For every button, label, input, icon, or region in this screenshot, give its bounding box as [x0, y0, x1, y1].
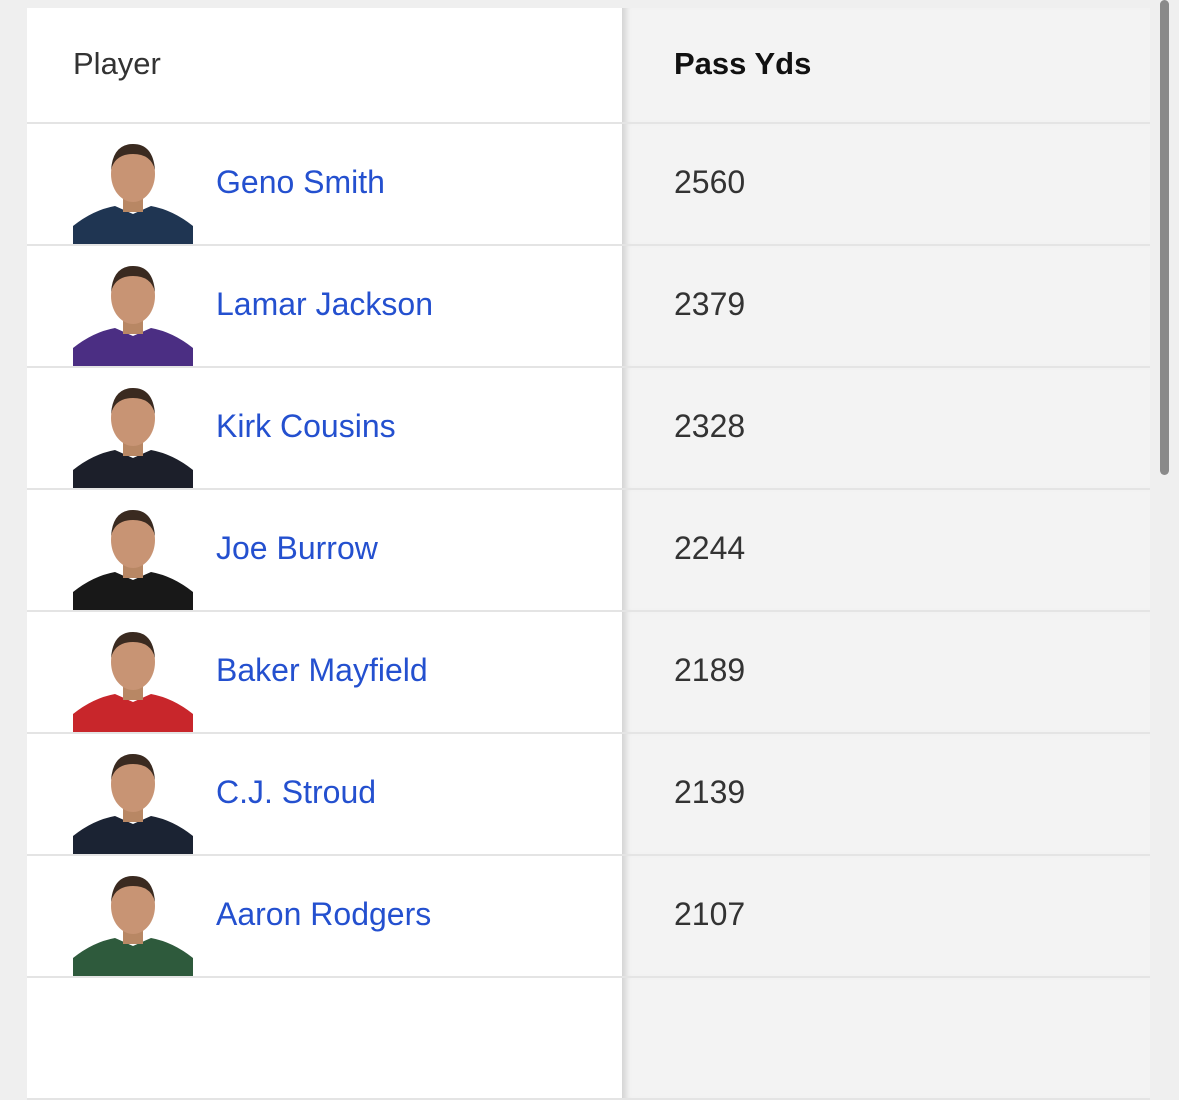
stats-table: Player Pass Yds Geno Smith 2560 Lamar Jack…: [27, 8, 1150, 1100]
stat-cell: 2379: [622, 246, 1150, 368]
player-link[interactable]: Joe Burrow: [216, 530, 378, 566]
player-link[interactable]: Baker Mayfield: [216, 652, 428, 688]
player-link[interactable]: Geno Smith: [216, 164, 385, 200]
player-photo: [73, 876, 193, 976]
player-link[interactable]: Aaron Rodgers: [216, 896, 432, 932]
stat-cell: 2107: [622, 856, 1150, 978]
stat-cell: 2244: [622, 490, 1150, 612]
player-photo: [73, 632, 193, 732]
player-cell: Lamar Jackson: [27, 246, 622, 368]
pass-yds: 2189: [674, 652, 746, 688]
column-header[interactable]: Pass Yds: [674, 46, 812, 81]
player-cell: Geno Smith: [27, 124, 622, 246]
stat-cell: [622, 978, 1150, 1100]
page: Player Pass Yds Geno Smith 2560 Lamar Jack…: [27, 0, 1169, 1100]
header-cell: Pass Yds: [622, 8, 1150, 124]
scrollbar[interactable]: [1160, 0, 1169, 475]
player-cell: Kirk Cousins: [27, 368, 622, 490]
stat-cell: 2328: [622, 368, 1150, 490]
player-link[interactable]: Lamar Jackson: [216, 286, 433, 322]
pass-yds: 2139: [674, 774, 746, 810]
player-link[interactable]: Kirk Cousins: [216, 408, 396, 444]
player-photo: [73, 266, 193, 366]
stat-cell: 2139: [622, 734, 1150, 856]
player-cell: Joe Burrow: [27, 490, 622, 612]
player-cell: [27, 978, 622, 1100]
pass-yds: 2244: [674, 530, 746, 566]
player-cell: Baker Mayfield: [27, 612, 622, 734]
player-link[interactable]: C.J. Stroud: [216, 774, 377, 810]
player-photo: [73, 388, 193, 488]
player-photo: [73, 144, 193, 244]
header-cell: Player: [27, 8, 622, 124]
pass-yds: 2560: [674, 164, 746, 200]
player-photo: [73, 754, 193, 854]
pass-yds: 2379: [674, 286, 746, 322]
player-cell: C.J. Stroud: [27, 734, 622, 856]
stat-cell: 2560: [622, 124, 1150, 246]
pass-yds: 2328: [674, 408, 746, 444]
player-photo: [73, 510, 193, 610]
player-cell: Aaron Rodgers: [27, 856, 622, 978]
pass-yds: 2107: [674, 896, 746, 932]
column-header: Player: [73, 46, 161, 81]
stat-cell: 2189: [622, 612, 1150, 734]
